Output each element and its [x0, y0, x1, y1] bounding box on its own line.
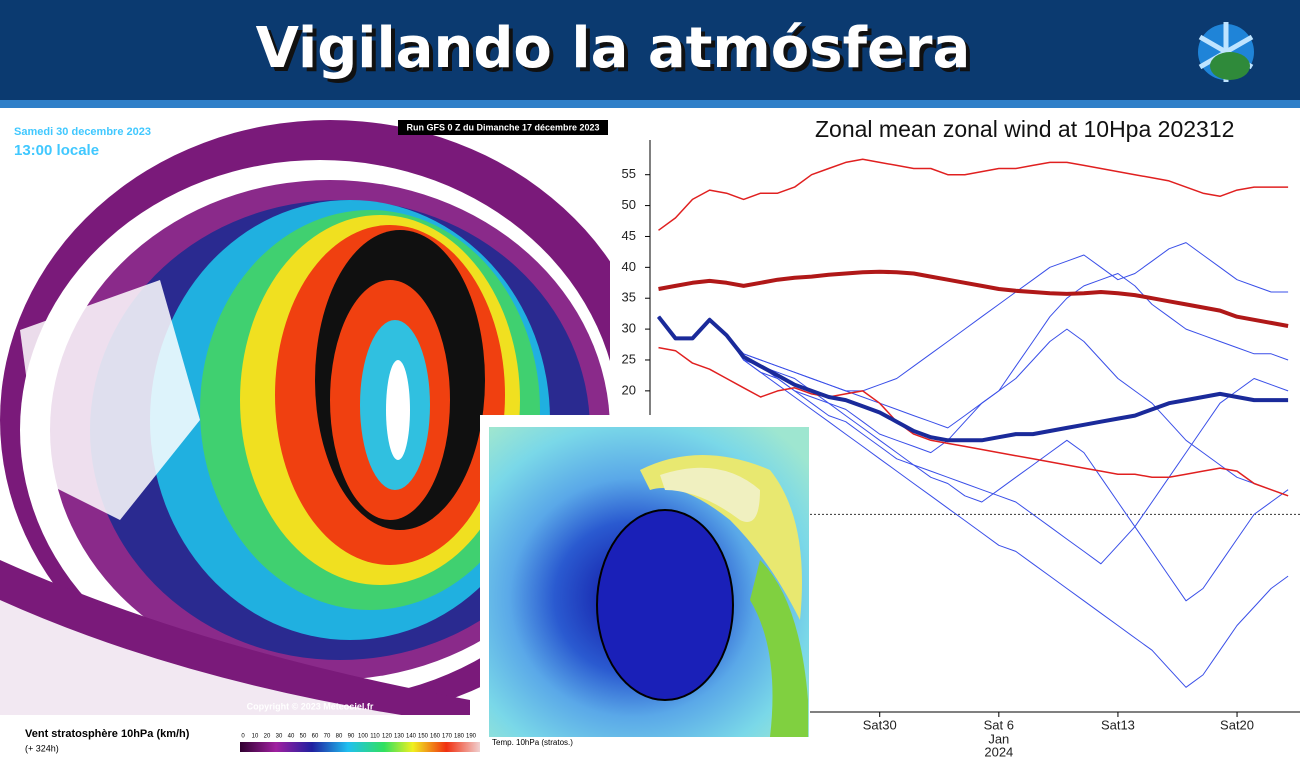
map-run: Run GFS 0 Z du Dimanche 17 décembre 2023: [406, 122, 599, 132]
colorbar-label: 150: [418, 734, 429, 740]
colorbar-label: 70: [324, 734, 331, 740]
colorbar-label: 140: [406, 734, 417, 740]
map-date: Samedi 30 decembre 2023: [14, 126, 151, 138]
map-lead: (+ 324h): [25, 743, 59, 753]
x-tick-label: Sat13: [1101, 717, 1135, 732]
chart-title: Zonal mean zonal wind at 10Hpa 202312: [815, 116, 1234, 142]
y-tick-label: 35: [622, 290, 636, 305]
temp-map-caption: Temp. 10hPa (stratos.): [492, 738, 573, 747]
x-tick-label: Sat30: [863, 717, 897, 732]
colorbar-label: 50: [300, 734, 307, 740]
map-copyright: Copyright © 2023 Meteociel.fr: [247, 701, 374, 711]
y-tick-label: 55: [622, 166, 636, 181]
series-line: [658, 346, 1289, 497]
banner-stripe: [0, 100, 1300, 108]
y-tick-label: 30: [622, 321, 636, 336]
series-line: [658, 316, 1289, 602]
y-tick-label: 50: [622, 197, 636, 212]
colorbar-label: 190: [466, 734, 477, 740]
series-line: [658, 273, 1289, 429]
series-line: [658, 269, 1289, 328]
banner-title-shadow: Vigilando la atmósfera: [260, 20, 975, 85]
colorbar-label: 30: [276, 734, 283, 740]
colorbar-label: 0: [241, 734, 245, 740]
colorbar-label: 160: [430, 734, 441, 740]
x-tick-label: Sat20: [1220, 717, 1254, 732]
logo: [1198, 22, 1254, 82]
x-tick-sublabel: 2024: [984, 744, 1013, 758]
colorbar-label: 10: [252, 734, 259, 740]
series-line: [658, 316, 1289, 688]
colorbar-label: 120: [382, 734, 393, 740]
colorbar-label: 80: [336, 734, 343, 740]
map-caption: Vent stratosphère 10hPa (km/h): [25, 728, 190, 740]
y-tick-label: 25: [622, 351, 636, 366]
colorbar-label: 90: [348, 734, 355, 740]
colorbar-label: 20: [264, 734, 271, 740]
colorbar-label: 100: [358, 734, 369, 740]
temp-map: Temp. 10hPa (stratos.): [480, 415, 810, 748]
series-line: [656, 315, 1289, 443]
y-tick-label: 45: [622, 228, 636, 243]
y-tick-label: 40: [622, 259, 636, 274]
wind-map: Samedi 30 decembre 2023 13:00 locale Run…: [0, 112, 660, 758]
y-tick-label: 20: [622, 382, 636, 397]
x-tick-label: Sat 6: [984, 717, 1014, 732]
banner: [0, 0, 1300, 100]
colorbar-label: 110: [370, 734, 380, 740]
map-time: 13:00 locale: [14, 142, 99, 159]
banner-title: Vigilando la atmósfera: [256, 16, 971, 81]
x-tick-sublabel: Jan: [988, 731, 1009, 746]
colorbar-label: 180: [454, 734, 465, 740]
colorbar-label: 170: [442, 734, 453, 740]
colorbar-label: 130: [394, 734, 405, 740]
series-line: [658, 158, 1289, 231]
colorbar-label: 60: [312, 734, 319, 740]
colorbar-label: 40: [288, 734, 295, 740]
